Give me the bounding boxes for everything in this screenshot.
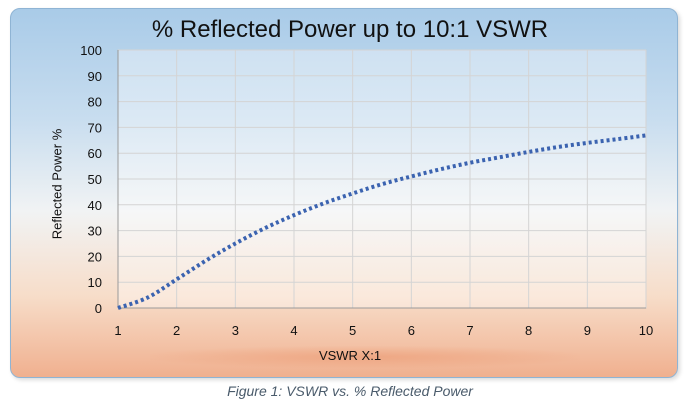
x-axis-label: VSWR X:1 bbox=[318, 348, 382, 363]
x-tick-label: 9 bbox=[584, 323, 591, 338]
figure-caption: Figure 1: VSWR vs. % Reflected Power bbox=[227, 383, 473, 399]
x-tick-label: 3 bbox=[232, 323, 239, 338]
y-tick-label: 50 bbox=[88, 172, 102, 187]
y-tick-label: 20 bbox=[88, 249, 102, 264]
x-tick-label: 1 bbox=[114, 323, 121, 338]
x-tick-label: 5 bbox=[349, 323, 356, 338]
y-tick-label: 70 bbox=[88, 120, 102, 135]
xaxis-label-band bbox=[150, 346, 580, 368]
x-tick-label: 4 bbox=[290, 323, 297, 338]
y-tick-label: 90 bbox=[88, 69, 102, 84]
x-tick-label: 8 bbox=[525, 323, 532, 338]
chart-frame bbox=[10, 8, 678, 378]
x-tick-label: 2 bbox=[173, 323, 180, 338]
y-tick-label: 30 bbox=[88, 224, 102, 239]
y-tick-label: 80 bbox=[88, 95, 102, 110]
x-tick-label: 6 bbox=[408, 323, 415, 338]
y-axis-label: Reflected Power % bbox=[49, 128, 65, 240]
x-tick-label: 7 bbox=[466, 323, 473, 338]
y-tick-label: 100 bbox=[80, 43, 102, 58]
x-tick-label: 10 bbox=[639, 323, 653, 338]
y-tick-label: 0 bbox=[95, 301, 102, 316]
y-tick-label: 40 bbox=[88, 198, 102, 213]
chart-title: % Reflected Power up to 10:1 VSWR bbox=[151, 16, 549, 43]
y-tick-label: 60 bbox=[88, 146, 102, 161]
y-tick-label: 10 bbox=[88, 275, 102, 290]
